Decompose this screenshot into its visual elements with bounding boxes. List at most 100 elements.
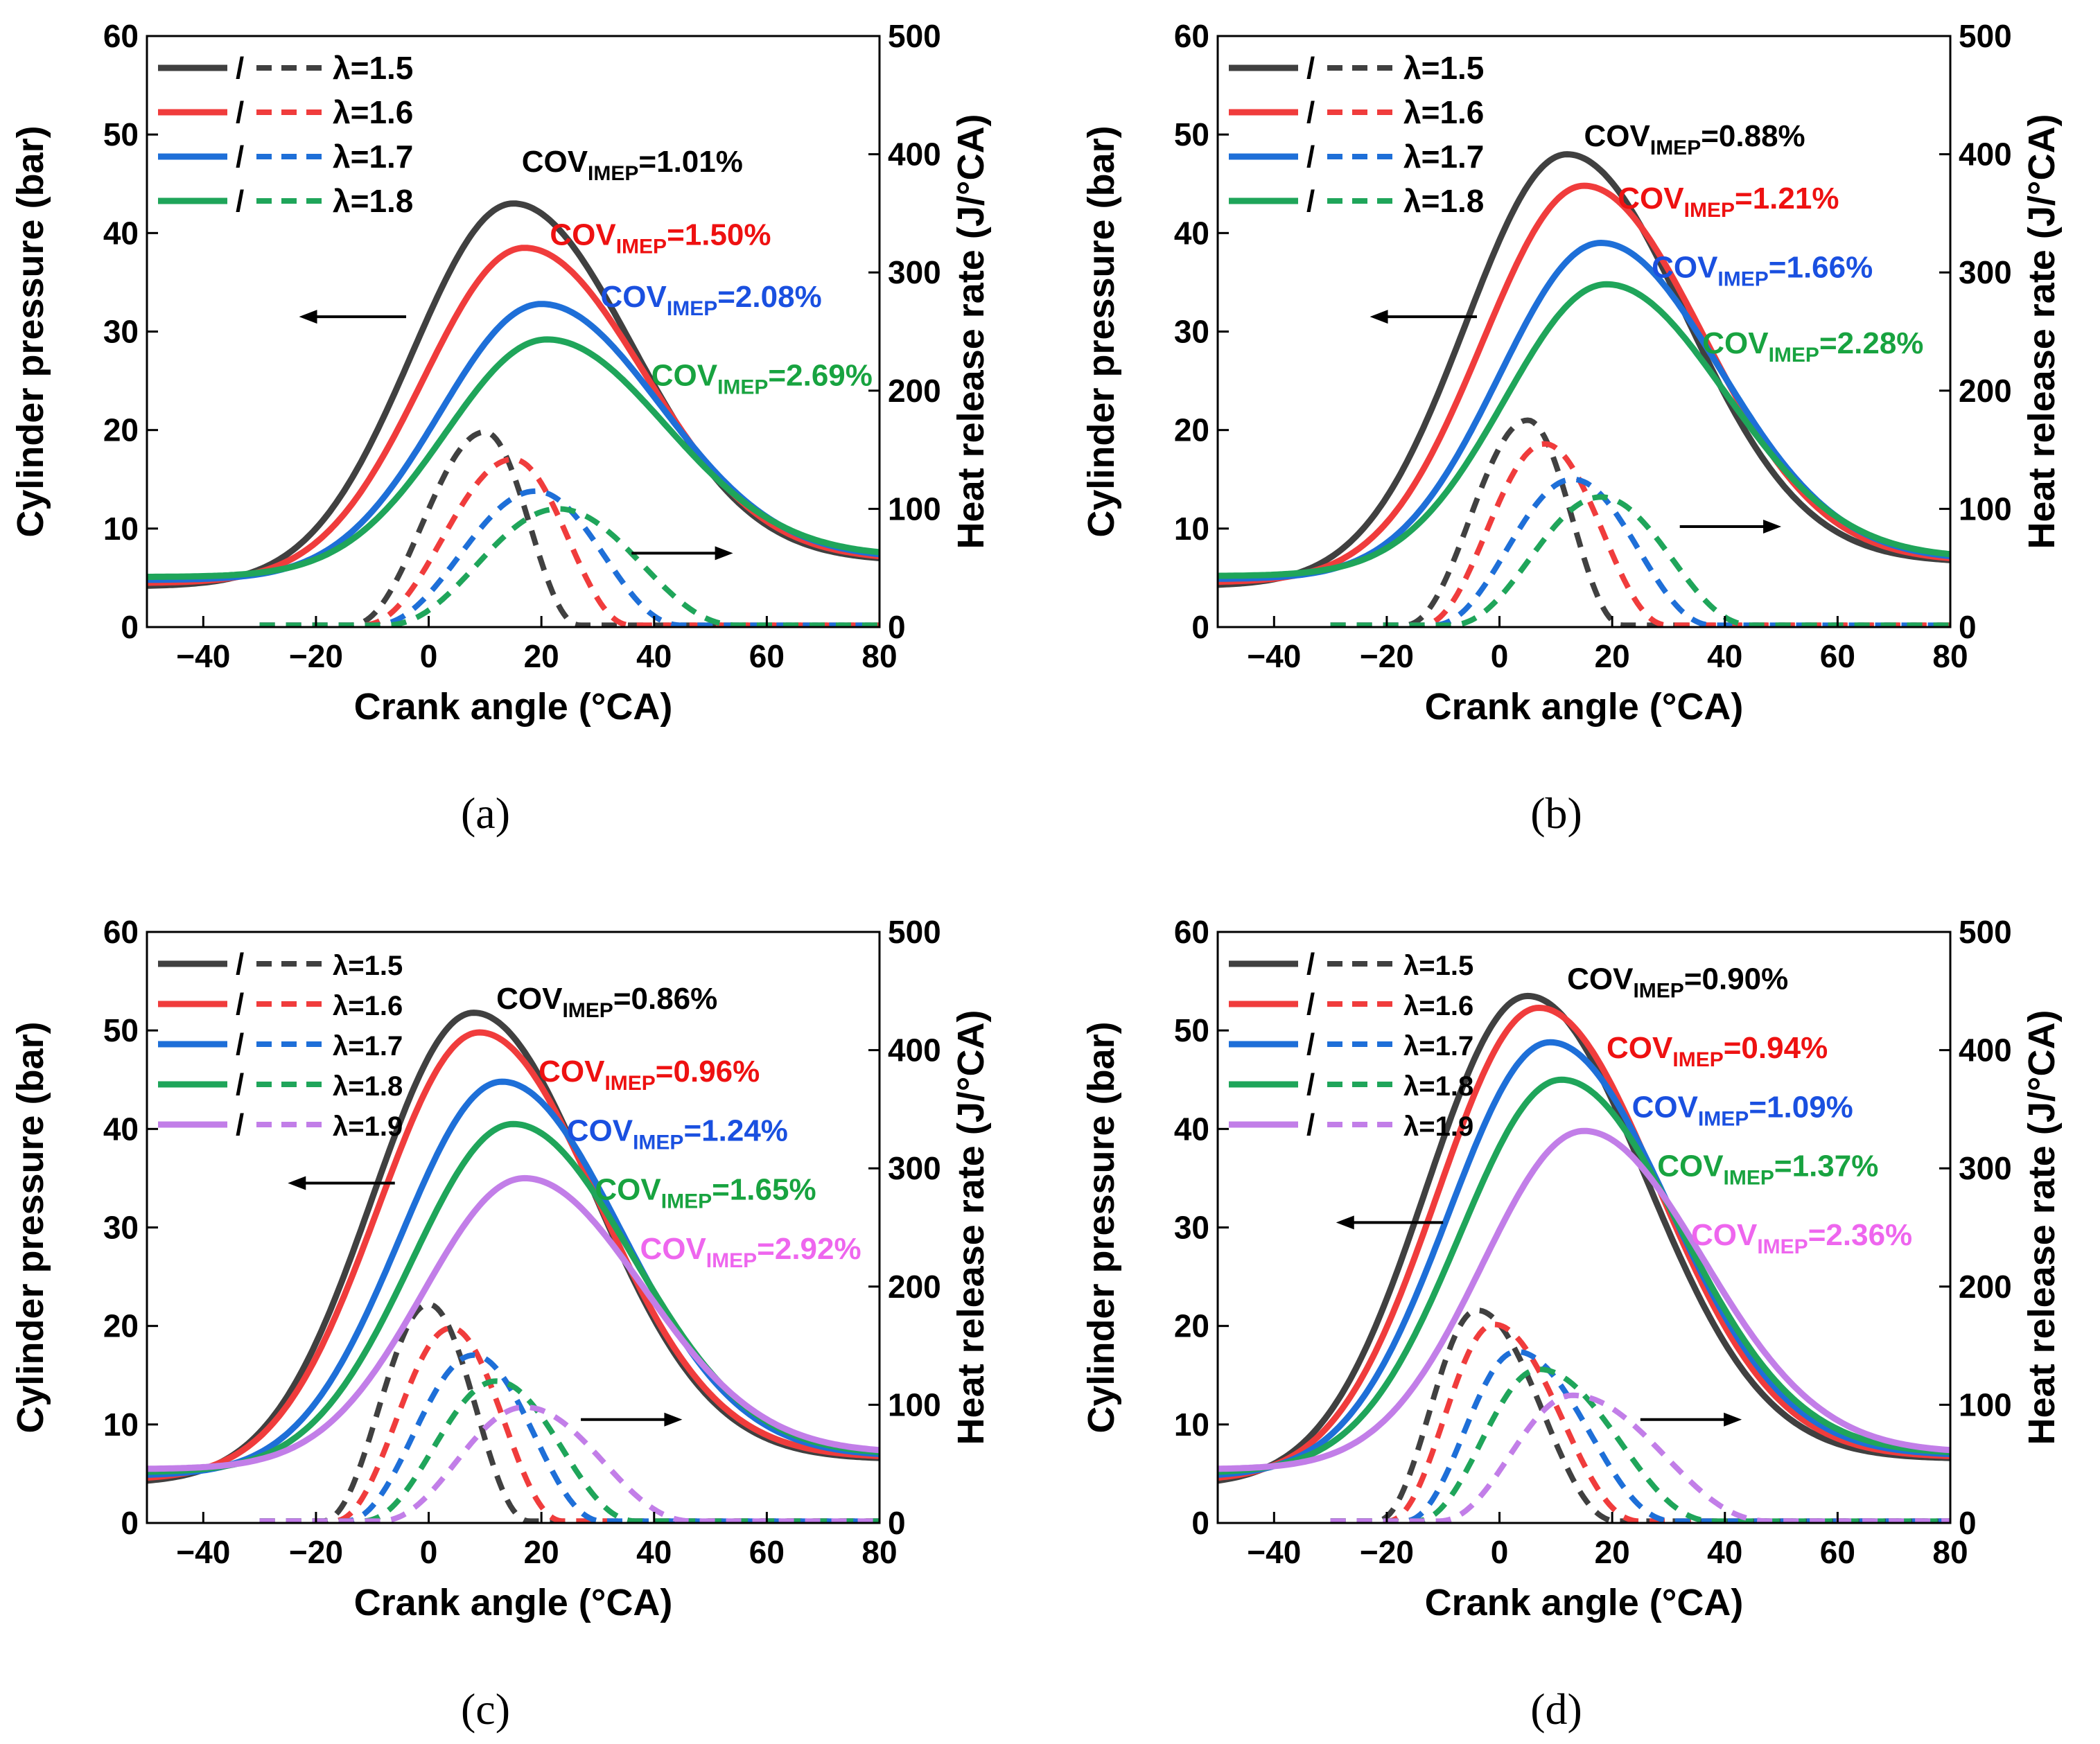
x-tick-label: 80 bbox=[1932, 638, 1968, 674]
y-left-tick-label: 60 bbox=[103, 18, 139, 54]
y-right-tick-label: 200 bbox=[888, 373, 941, 409]
legend-separator: / bbox=[236, 140, 244, 174]
legend-entry-label: λ=1.8 bbox=[1403, 183, 1484, 219]
legend: / λ=1.5 / λ=1.6 / λ=1.7 / λ=1.8 bbox=[158, 50, 413, 219]
y-right-tick-label: 100 bbox=[888, 1386, 941, 1422]
x-tick-label: 80 bbox=[1932, 1534, 1968, 1570]
pressure-line-lambda-1-7 bbox=[147, 301, 880, 583]
x-tick-label: 20 bbox=[1595, 1534, 1630, 1570]
pressure-line-lambda-1-8 bbox=[1218, 1076, 1950, 1475]
cov-annotation-lambda-1-6: COVIMEP=1.21% bbox=[1618, 182, 1839, 222]
y-left-tick-label: 60 bbox=[103, 914, 139, 950]
pressure-line-lambda-1-6 bbox=[1218, 182, 1950, 585]
y-right-axis-label: Heat release rate (J/°CA) bbox=[950, 114, 992, 549]
panel-caption: (a) bbox=[461, 789, 510, 838]
legend-entry-label: λ=1.6 bbox=[1403, 991, 1473, 1021]
y-right-tick-label: 0 bbox=[1959, 609, 1977, 645]
y-right-tick-label: 100 bbox=[888, 491, 941, 527]
cov-annotation-lambda-1-6: COVIMEP=0.94% bbox=[1607, 1031, 1828, 1071]
legend-entry-label: λ=1.5 bbox=[1403, 50, 1484, 86]
legend-separator: / bbox=[1306, 96, 1315, 130]
cov-annotation-lambda-1-6: COVIMEP=0.96% bbox=[539, 1055, 760, 1095]
y-left-tick-label: 40 bbox=[103, 215, 139, 251]
y-left-tick-label: 40 bbox=[103, 1111, 139, 1147]
x-tick-label: 40 bbox=[636, 1534, 672, 1570]
x-tick-label: 60 bbox=[1820, 638, 1855, 674]
y-right-tick-label: 300 bbox=[1959, 1150, 2012, 1186]
legend-entry-label: λ=1.6 bbox=[1403, 94, 1484, 130]
x-tick-label: 0 bbox=[420, 638, 438, 674]
pressure-line-lambda-1-5 bbox=[1218, 151, 1950, 588]
legend-entry-label: λ=1.5 bbox=[1403, 951, 1473, 981]
arrow-right-head bbox=[1724, 1412, 1742, 1427]
y-right-tick-label: 200 bbox=[1959, 373, 2012, 409]
legend-entry-label: λ=1.6 bbox=[333, 94, 413, 130]
legend-separator: / bbox=[1306, 1028, 1315, 1062]
y-right-tick-label: 400 bbox=[1959, 1032, 2012, 1068]
legend-separator: / bbox=[236, 987, 244, 1021]
cov-annotation-lambda-1-8: COVIMEP=1.65% bbox=[595, 1173, 816, 1213]
y-right-tick-label: 200 bbox=[1959, 1269, 2012, 1305]
chart-panel-b: −40 −20 0 20 40 60 800102030405060010020030040… bbox=[1080, 18, 2063, 838]
legend-separator: / bbox=[236, 1068, 244, 1102]
pressure-line-lambda-1-7 bbox=[1218, 1039, 1950, 1478]
y-left-tick-label: 10 bbox=[103, 1407, 139, 1443]
pressure-line-lambda-1-9 bbox=[147, 1174, 880, 1472]
pressure-line-lambda-1-6 bbox=[147, 1029, 880, 1481]
y-left-tick-label: 10 bbox=[103, 511, 139, 547]
y-left-tick-label: 10 bbox=[1174, 1407, 1209, 1443]
x-tick-label: 0 bbox=[420, 1534, 438, 1570]
y-left-tick-label: 0 bbox=[1191, 609, 1209, 645]
y-left-tick-label: 20 bbox=[1174, 412, 1209, 448]
legend-separator: / bbox=[1306, 140, 1315, 174]
arrow-left-head bbox=[288, 1176, 306, 1190]
pressure-line-lambda-1-5 bbox=[147, 200, 880, 589]
y-left-axis-label: Cylinder pressure (bar) bbox=[10, 125, 51, 537]
chart-panel-c: −40 −20 0 20 40 60 800102030405060010020030040… bbox=[10, 914, 992, 1734]
hrr-line-lambda-1-9 bbox=[1330, 1392, 1950, 1523]
x-axis-label: Crank angle (°CA) bbox=[1425, 1582, 1744, 1623]
cov-annotation-lambda-1-7: COVIMEP=1.66% bbox=[1652, 250, 1873, 290]
cov-annotation-lambda-1-7: COVIMEP=1.24% bbox=[567, 1113, 788, 1154]
legend-entry-label: λ=1.7 bbox=[1403, 139, 1484, 175]
cov-annotation-lambda-1-9: COVIMEP=2.36% bbox=[1691, 1218, 1912, 1258]
y-left-tick-label: 40 bbox=[1174, 1111, 1209, 1147]
legend-entry-label: λ=1.5 bbox=[333, 50, 413, 86]
y-left-tick-label: 0 bbox=[121, 1505, 139, 1541]
x-tick-label: −40 bbox=[176, 1534, 230, 1570]
y-left-tick-label: 20 bbox=[103, 1308, 139, 1344]
legend-entry-label: λ=1.7 bbox=[1403, 1031, 1473, 1062]
y-left-tick-label: 20 bbox=[103, 412, 139, 448]
hrr-line-lambda-1-7 bbox=[259, 1352, 880, 1523]
y-left-tick-label: 50 bbox=[1174, 1012, 1209, 1048]
y-right-tick-label: 0 bbox=[888, 609, 906, 645]
hrr-line-lambda-1-6 bbox=[259, 1325, 880, 1523]
x-tick-label: 60 bbox=[749, 638, 785, 674]
legend-separator: / bbox=[1306, 987, 1315, 1021]
y-left-tick-label: 60 bbox=[1174, 18, 1209, 54]
y-left-tick-label: 40 bbox=[1174, 215, 1209, 251]
x-axis-label: Crank angle (°CA) bbox=[354, 686, 673, 728]
legend-entry-label: λ=1.5 bbox=[333, 951, 403, 981]
legend: / λ=1.5 / λ=1.6 / λ=1.7 / λ=1.8 / λ=1.9 bbox=[1229, 947, 1473, 1142]
y-right-tick-label: 0 bbox=[1959, 1505, 1977, 1541]
legend-entry-label: λ=1.8 bbox=[1403, 1071, 1473, 1102]
legend: / λ=1.5 / λ=1.6 / λ=1.7 / λ=1.8 bbox=[1229, 50, 1484, 219]
y-right-axis-label: Heat release rate (J/°CA) bbox=[950, 1010, 992, 1445]
y-right-tick-label: 400 bbox=[1959, 136, 2012, 173]
cov-annotation-lambda-1-7: COVIMEP=1.09% bbox=[1632, 1090, 1853, 1130]
y-left-tick-label: 60 bbox=[1174, 914, 1209, 950]
legend-separator: / bbox=[1306, 1108, 1315, 1142]
hrr-line-lambda-1-6 bbox=[1330, 441, 1950, 627]
hrr-line-lambda-1-6 bbox=[259, 456, 880, 627]
y-right-tick-label: 400 bbox=[888, 1032, 941, 1068]
y-right-tick-label: 200 bbox=[888, 1269, 941, 1305]
x-tick-label: 80 bbox=[861, 638, 897, 674]
x-tick-label: 20 bbox=[524, 1534, 559, 1570]
hrr-line-lambda-1-5 bbox=[259, 1301, 880, 1523]
legend-entry-label: λ=1.8 bbox=[333, 1071, 403, 1102]
y-right-tick-label: 500 bbox=[1959, 18, 2012, 54]
legend-separator: / bbox=[1306, 51, 1315, 85]
legend-separator: / bbox=[236, 51, 244, 85]
